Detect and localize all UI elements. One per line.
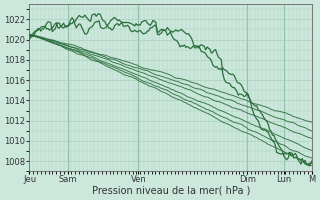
- X-axis label: Pression niveau de la mer( hPa ): Pression niveau de la mer( hPa ): [92, 186, 250, 196]
